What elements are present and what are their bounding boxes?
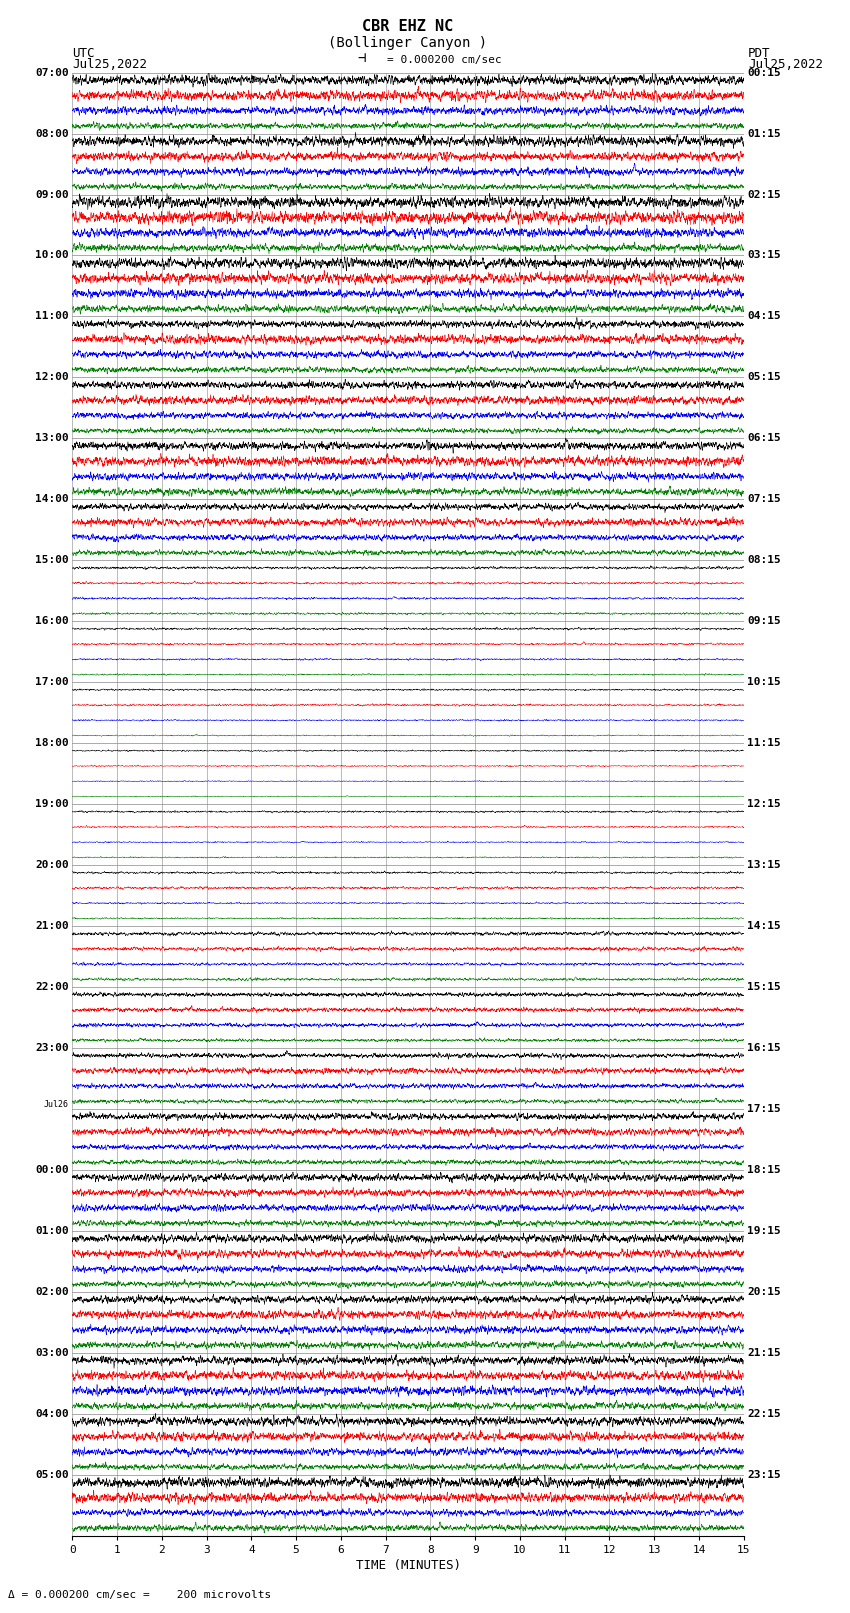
Text: 12:15: 12:15 — [747, 798, 781, 810]
Text: 07:15: 07:15 — [747, 494, 781, 505]
Text: 10:00: 10:00 — [35, 250, 69, 260]
Text: Δ = 0.000200 cm/sec =    200 microvolts: Δ = 0.000200 cm/sec = 200 microvolts — [8, 1590, 272, 1600]
Text: 17:15: 17:15 — [747, 1103, 781, 1115]
Text: 16:15: 16:15 — [747, 1044, 781, 1053]
Text: 23:15: 23:15 — [747, 1469, 781, 1479]
Text: 15:15: 15:15 — [747, 982, 781, 992]
Text: ⊣: ⊣ — [357, 50, 366, 65]
Text: 10:15: 10:15 — [747, 677, 781, 687]
Text: 00:15: 00:15 — [747, 68, 781, 77]
Text: Jul26: Jul26 — [44, 1100, 69, 1108]
Text: CBR EHZ NC: CBR EHZ NC — [362, 19, 454, 34]
Text: PDT: PDT — [748, 47, 770, 60]
Text: 20:15: 20:15 — [747, 1287, 781, 1297]
Text: = 0.000200 cm/sec: = 0.000200 cm/sec — [387, 55, 501, 65]
Text: UTC: UTC — [72, 47, 94, 60]
Text: 04:15: 04:15 — [747, 311, 781, 321]
Text: 19:15: 19:15 — [747, 1226, 781, 1236]
Text: 05:15: 05:15 — [747, 373, 781, 382]
Text: 11:15: 11:15 — [747, 739, 781, 748]
Text: 09:00: 09:00 — [35, 189, 69, 200]
Text: 01:15: 01:15 — [747, 129, 781, 139]
Text: 15:00: 15:00 — [35, 555, 69, 565]
Text: 13:15: 13:15 — [747, 860, 781, 869]
Text: (Bollinger Canyon ): (Bollinger Canyon ) — [328, 35, 488, 50]
Text: 22:15: 22:15 — [747, 1408, 781, 1419]
Text: 03:00: 03:00 — [35, 1348, 69, 1358]
Text: 16:00: 16:00 — [35, 616, 69, 626]
Text: 01:00: 01:00 — [35, 1226, 69, 1236]
Text: Jul25,2022: Jul25,2022 — [748, 58, 823, 71]
Text: Jul25,2022: Jul25,2022 — [72, 58, 147, 71]
Text: 00:00: 00:00 — [35, 1165, 69, 1174]
Text: 03:15: 03:15 — [747, 250, 781, 260]
Text: 09:15: 09:15 — [747, 616, 781, 626]
Text: 02:15: 02:15 — [747, 189, 781, 200]
Text: 04:00: 04:00 — [35, 1408, 69, 1419]
Text: 14:00: 14:00 — [35, 494, 69, 505]
Text: 18:00: 18:00 — [35, 739, 69, 748]
Text: 05:00: 05:00 — [35, 1469, 69, 1479]
Text: 17:00: 17:00 — [35, 677, 69, 687]
Text: 07:00: 07:00 — [35, 68, 69, 77]
Text: 20:00: 20:00 — [35, 860, 69, 869]
Text: 21:15: 21:15 — [747, 1348, 781, 1358]
Text: 18:15: 18:15 — [747, 1165, 781, 1174]
Text: 21:00: 21:00 — [35, 921, 69, 931]
Text: 22:00: 22:00 — [35, 982, 69, 992]
Text: 06:15: 06:15 — [747, 434, 781, 444]
Text: 19:00: 19:00 — [35, 798, 69, 810]
Text: 08:00: 08:00 — [35, 129, 69, 139]
Text: 14:15: 14:15 — [747, 921, 781, 931]
X-axis label: TIME (MINUTES): TIME (MINUTES) — [355, 1558, 461, 1571]
Text: 02:00: 02:00 — [35, 1287, 69, 1297]
Text: 23:00: 23:00 — [35, 1044, 69, 1053]
Text: 11:00: 11:00 — [35, 311, 69, 321]
Text: 08:15: 08:15 — [747, 555, 781, 565]
Text: 13:00: 13:00 — [35, 434, 69, 444]
Text: 12:00: 12:00 — [35, 373, 69, 382]
